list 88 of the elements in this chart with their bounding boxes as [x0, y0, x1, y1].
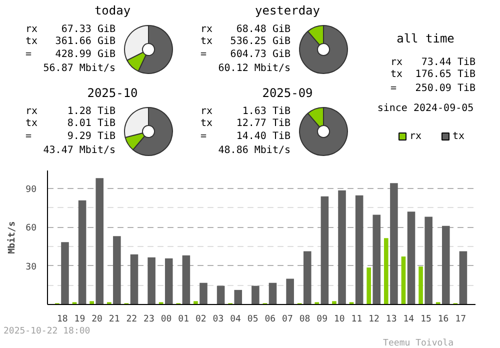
text: = 604.73 GiB — [200, 49, 291, 60]
text: 60.12 Mbit/s — [218, 63, 291, 74]
x-tick-label: 17 — [455, 314, 466, 324]
text: rx 1.63 TiB — [200, 106, 291, 117]
bar — [286, 278, 294, 304]
x-tick-label: 01 — [178, 314, 190, 324]
text: tx 8.01 TiB — [26, 118, 116, 129]
chart-title: 2025-09 — [262, 86, 313, 100]
bar — [90, 301, 94, 304]
text: Teemu Toivola — [383, 338, 454, 348]
x-tick-label: 12 — [368, 314, 380, 324]
bar — [200, 282, 208, 304]
text: 48.86 Mbit/s — [218, 145, 291, 156]
bar — [182, 255, 190, 304]
bar — [355, 195, 364, 304]
x-tick-label: 06 — [264, 314, 276, 324]
chart-title: yesterday — [254, 4, 320, 18]
text: rx 68.48 GiB — [200, 24, 291, 35]
x-tick-label: 16 — [438, 314, 449, 324]
chart-title: today — [94, 4, 131, 18]
bar — [459, 251, 468, 304]
x-tick-label: 07 — [282, 314, 293, 324]
text: = 9.29 TiB — [26, 131, 116, 142]
text: tx 12.77 TiB — [200, 118, 291, 129]
bar — [130, 254, 138, 304]
bar — [407, 212, 416, 304]
x-tick-label: 18 — [56, 314, 68, 324]
text: tx 176.65 TiB — [390, 69, 476, 80]
text: rx 1.28 TiB — [26, 106, 116, 117]
bar — [303, 251, 312, 304]
x-tick-label: 00 — [160, 314, 172, 324]
bar — [366, 268, 372, 304]
x-tick-label: 20 — [92, 314, 102, 324]
text: rx 73.44 TiB — [390, 57, 476, 68]
bar — [424, 216, 432, 304]
text: 56.87 Mbit/s — [43, 63, 116, 74]
bar — [384, 238, 388, 304]
chart-title: 2025-10 — [87, 86, 138, 100]
x-tick-label: 23 — [144, 314, 154, 324]
bar — [401, 256, 406, 304]
bar — [78, 200, 86, 304]
x-tick-label: 19 — [74, 314, 86, 324]
text: = 250.09 TiB — [390, 83, 476, 94]
bar — [164, 258, 173, 304]
bar — [148, 257, 156, 304]
x-tick-label: 15 — [420, 314, 432, 324]
text: since 2024-09-05 — [377, 103, 474, 114]
bar — [194, 301, 198, 304]
x-tick-label: 21 — [108, 314, 120, 324]
y-tick-label: 90 — [26, 185, 37, 196]
category-label: rx — [410, 131, 422, 142]
y-tick-label: 30 — [26, 262, 37, 272]
bar — [96, 178, 104, 304]
bar — [268, 282, 277, 304]
y-tick-label: 60 — [26, 224, 37, 234]
x-tick-label: 05 — [247, 314, 258, 324]
category-label: tx — [452, 131, 465, 142]
text: all time — [396, 32, 454, 46]
x-tick-label: 22 — [126, 314, 138, 324]
bar — [390, 183, 398, 304]
text: = 14.40 TiB — [200, 131, 291, 142]
x-tick-label: 11 — [351, 314, 362, 324]
x-tick-label: 09 — [316, 314, 328, 324]
bar — [442, 226, 450, 304]
x-tick-label: 04 — [230, 314, 241, 324]
bar — [320, 196, 329, 304]
text: rx 67.33 GiB — [26, 24, 116, 35]
text: = 428.99 GiB — [26, 49, 116, 60]
text: tx 361.66 GiB — [26, 36, 116, 47]
x-tick-label: 02 — [195, 314, 206, 324]
x-tick-label: 03 — [212, 314, 224, 324]
bar — [338, 190, 346, 304]
x-tick-label: 13 — [386, 314, 397, 324]
bar — [216, 286, 225, 304]
bar — [113, 236, 121, 304]
x-tick-label: 14 — [403, 314, 414, 324]
text: tx 536.25 GiB — [200, 36, 291, 47]
bar — [418, 266, 423, 304]
text: 2025-10-22 18:00 — [4, 326, 90, 336]
y-axis-title: Mbit/s — [6, 221, 18, 254]
text: 43.47 Mbit/s — [43, 145, 116, 156]
x-tick-label: 10 — [334, 314, 345, 324]
bar — [61, 242, 69, 304]
x-tick-label: 08 — [299, 314, 310, 324]
bar — [252, 286, 260, 304]
bar — [234, 290, 242, 304]
bar — [372, 214, 381, 304]
bar — [332, 301, 336, 304]
